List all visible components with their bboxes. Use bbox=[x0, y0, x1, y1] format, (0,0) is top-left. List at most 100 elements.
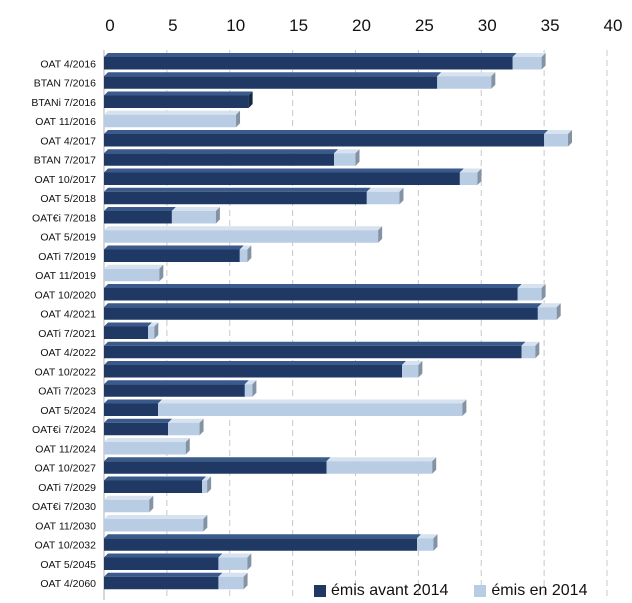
category-label: OAT 5/2019 bbox=[40, 232, 96, 244]
category-label: OAT 4/2060 bbox=[40, 578, 96, 590]
bar-top-face bbox=[104, 361, 407, 365]
bar-side-face bbox=[491, 72, 496, 89]
bar-top-face bbox=[104, 130, 549, 134]
bar-segment-emis-avant-2014 bbox=[104, 403, 159, 416]
bar-top-face bbox=[104, 187, 371, 192]
bar-top-face bbox=[104, 284, 522, 288]
x-tick-label: 5 bbox=[168, 16, 177, 35]
bar-segment-emis-en-2014 bbox=[202, 480, 208, 493]
bar-side-face bbox=[236, 110, 241, 128]
bar-segment-emis-en-2014 bbox=[171, 211, 216, 224]
bar-top-face bbox=[104, 149, 339, 154]
bar-top-face bbox=[218, 572, 248, 577]
category-label: OATi 7/2029 bbox=[38, 482, 96, 494]
bars bbox=[104, 53, 573, 590]
bar-top-face bbox=[104, 438, 190, 442]
bar-row bbox=[104, 476, 212, 493]
category-label: OAT 10/2027 bbox=[35, 463, 97, 475]
bar-top-face bbox=[104, 341, 526, 346]
bar-side-face bbox=[433, 534, 438, 551]
x-tick-label: 25 bbox=[415, 16, 434, 35]
bar-segment-emis-avant-2014 bbox=[104, 384, 245, 397]
bar-top-face bbox=[537, 303, 561, 308]
bar-side-face bbox=[541, 53, 546, 70]
bar-row bbox=[104, 380, 257, 397]
bar-segment-emis-en-2014 bbox=[417, 538, 434, 551]
bar-top-face bbox=[158, 399, 467, 404]
bar-row bbox=[104, 515, 208, 532]
bar-segment-emis-en-2014 bbox=[104, 499, 150, 513]
bar-top-face bbox=[104, 72, 442, 77]
category-label: OAT 11/2024 bbox=[35, 443, 96, 455]
bar-row bbox=[104, 226, 383, 243]
bar-top-face bbox=[202, 476, 212, 481]
bar-segment-emis-en-2014 bbox=[326, 461, 433, 474]
bar-segment-emis-en-2014 bbox=[521, 345, 536, 359]
bar-row bbox=[104, 187, 404, 205]
bar-top-face bbox=[521, 341, 540, 346]
bar-segment-emis-avant-2014 bbox=[104, 57, 513, 70]
bar-segment-emis-en-2014 bbox=[218, 576, 244, 590]
bar-top-face bbox=[544, 130, 573, 134]
bar-segment-emis-avant-2014 bbox=[104, 345, 522, 359]
bar-side-face bbox=[243, 572, 248, 590]
bar-top-face bbox=[512, 53, 546, 57]
bar-row bbox=[104, 399, 467, 416]
bar-row bbox=[104, 149, 360, 166]
bar-segment-emis-en-2014 bbox=[402, 365, 419, 378]
category-label: OATi 7/2023 bbox=[38, 386, 96, 398]
bar-segment-emis-en-2014 bbox=[517, 288, 542, 301]
bar-top-face bbox=[104, 168, 464, 173]
bar-segment-emis-avant-2014 bbox=[104, 134, 545, 147]
legend: émis avant 2014 émis en 2014 bbox=[314, 582, 587, 600]
bar-segment-emis-avant-2014 bbox=[104, 249, 240, 262]
bar-top-face bbox=[104, 226, 383, 231]
bar-segment-emis-avant-2014 bbox=[104, 288, 518, 301]
bar-segment-emis-en-2014 bbox=[334, 153, 356, 166]
bar-top-face bbox=[104, 110, 241, 115]
bar-side-face bbox=[399, 187, 404, 205]
bar-side-face bbox=[378, 226, 383, 243]
category-label: OAT€i 7/2030 bbox=[32, 501, 96, 513]
bar-top-face bbox=[104, 91, 253, 96]
bar-row bbox=[104, 361, 423, 378]
x-axis-tick-labels: 0 5 10 15 20 25 30 35 40 bbox=[105, 16, 622, 35]
bar-top-face bbox=[104, 264, 164, 269]
category-label: OAT 11/2019 bbox=[35, 270, 96, 282]
bar-side-face bbox=[154, 322, 159, 339]
legend-item-series-0: émis avant 2014 bbox=[314, 582, 448, 600]
category-label: OAT 4/2021 bbox=[40, 309, 96, 321]
bar-row bbox=[104, 457, 437, 474]
bar-row bbox=[104, 284, 546, 301]
legend-swatch-series-1 bbox=[474, 585, 487, 597]
bar-segment-emis-en-2014 bbox=[104, 230, 379, 243]
category-label: BTANi 7/2016 bbox=[31, 97, 96, 109]
bar-segment-emis-en-2014 bbox=[366, 191, 400, 205]
bar-row bbox=[104, 53, 546, 70]
bar-top-face bbox=[402, 361, 423, 365]
category-label: BTAN 7/2017 bbox=[34, 155, 96, 167]
bar-side-face bbox=[199, 418, 204, 436]
bar-row bbox=[104, 207, 220, 224]
bar-segment-emis-avant-2014 bbox=[104, 461, 327, 474]
bar-segment-emis-en-2014 bbox=[218, 557, 248, 570]
bar-segment-emis-en-2014 bbox=[104, 268, 160, 282]
category-label: OATi 7/2019 bbox=[38, 251, 96, 263]
bar-top-face bbox=[326, 457, 437, 462]
bar-row bbox=[104, 91, 253, 108]
category-label: OAT 11/2016 bbox=[35, 116, 96, 128]
bar-side-face bbox=[477, 168, 482, 185]
category-label: OAT€i 7/2018 bbox=[32, 212, 96, 224]
bar-segment-emis-avant-2014 bbox=[104, 480, 203, 493]
bar-segment-emis-avant-2014 bbox=[104, 557, 219, 570]
bar-side-face bbox=[535, 341, 540, 359]
category-label: OAT 5/2045 bbox=[40, 559, 96, 571]
legend-label-series-0: émis avant 2014 bbox=[331, 582, 449, 599]
bar-segment-emis-en-2014 bbox=[104, 442, 186, 455]
bar-top-face bbox=[417, 534, 438, 539]
bar-segment-emis-en-2014 bbox=[459, 172, 478, 185]
bar-segment-emis-avant-2014 bbox=[104, 538, 418, 551]
bar-segment-emis-avant-2014 bbox=[104, 95, 249, 108]
bar-row bbox=[104, 322, 159, 339]
x-tick-label: 30 bbox=[478, 16, 497, 35]
